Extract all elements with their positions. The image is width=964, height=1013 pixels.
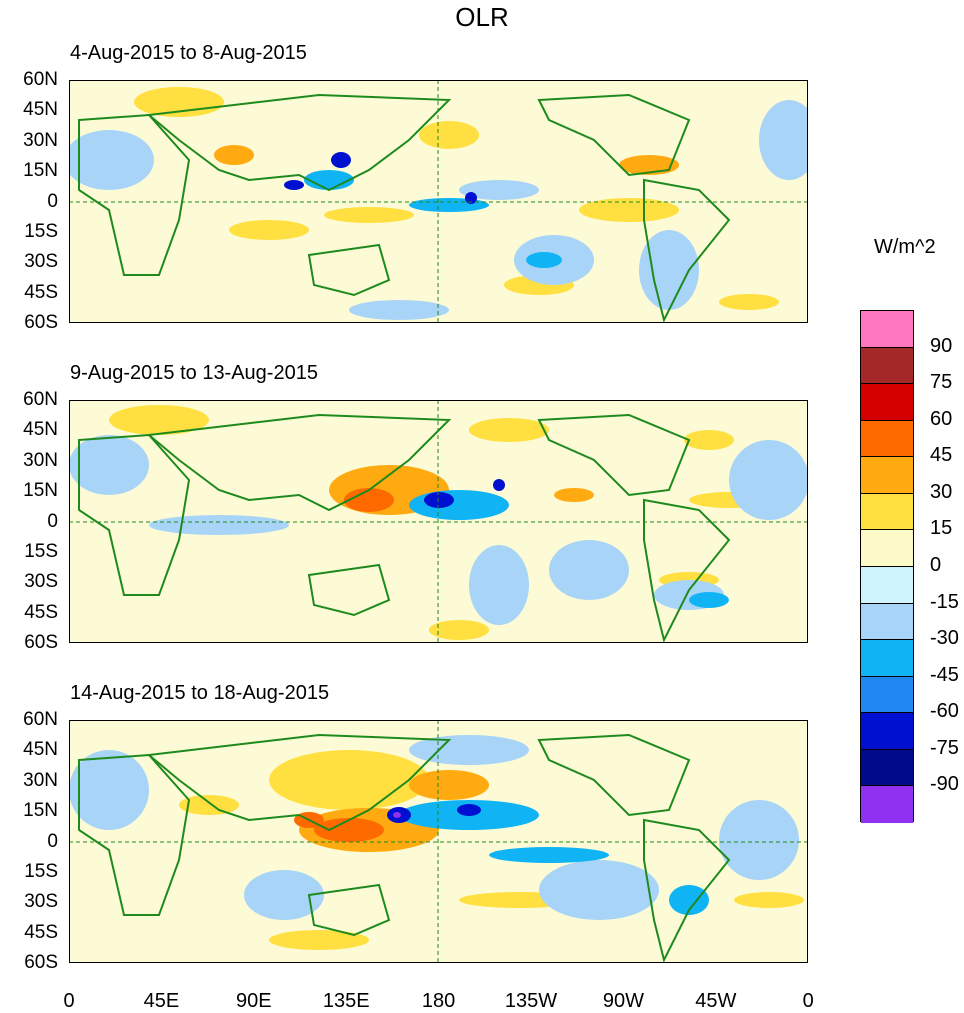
lat-label: 0 xyxy=(47,830,58,852)
panel-title-1: 4-Aug-2015 to 8-Aug-2015 xyxy=(70,42,307,64)
colorbar-swatch xyxy=(861,347,913,385)
map-panel-1 xyxy=(69,80,808,323)
lat-label: 30N xyxy=(23,769,58,791)
lat-label: 30N xyxy=(23,129,58,151)
figure-title: OLR xyxy=(455,2,509,32)
lon-label: 180 xyxy=(421,990,456,1012)
colorbar-swatch xyxy=(861,457,913,494)
lat-label: 15S xyxy=(24,221,58,242)
colorbar-swatch xyxy=(861,420,913,458)
olr-anomaly-map-2 xyxy=(69,400,808,643)
olr-anomaly-map-1 xyxy=(69,80,808,323)
lat-label: 15N xyxy=(23,800,58,822)
colorbar-swatch xyxy=(861,493,913,531)
lat-label: 60N xyxy=(23,709,58,730)
colorbar-swatch xyxy=(861,311,913,348)
colorbar-swatch xyxy=(861,676,913,714)
map-panel-2 xyxy=(69,400,808,643)
lon-label: 135W xyxy=(504,990,558,1012)
colorbar-swatch xyxy=(861,713,913,750)
lon-label: 45W xyxy=(695,990,737,1012)
lon-label: 0 xyxy=(802,990,814,1012)
map-frame-2 xyxy=(69,400,808,643)
colorbar-swatch xyxy=(861,640,913,677)
colorbar-swatch xyxy=(861,603,913,641)
lat-label: 60S xyxy=(24,632,58,654)
lat-label: 15S xyxy=(24,861,58,882)
colorbar xyxy=(860,310,914,823)
lon-label: 0 xyxy=(63,990,75,1012)
lat-label: 15N xyxy=(23,160,58,182)
lat-label: 30N xyxy=(23,449,58,471)
colorbar-title: W/m^2 xyxy=(874,236,936,258)
colorbar-label: 75 xyxy=(930,371,953,394)
lat-label: 45S xyxy=(24,281,58,303)
colorbar-label: -45 xyxy=(930,663,959,686)
lat-label: 60N xyxy=(23,69,58,90)
lat-label: 15N xyxy=(23,480,58,502)
lat-label: 45N xyxy=(23,419,58,441)
colorbar-label: -90 xyxy=(930,773,959,796)
lon-label: 135E xyxy=(322,990,370,1012)
lat-label: 45N xyxy=(23,739,58,761)
olr-anomaly-map-3 xyxy=(69,720,808,963)
lat-label: 30S xyxy=(24,891,58,913)
lat-label: 45S xyxy=(24,601,58,623)
colorbar-label: 45 xyxy=(930,444,953,467)
colorbar-label: -30 xyxy=(930,627,959,650)
map-frame-3 xyxy=(69,720,808,963)
lat-label: 60S xyxy=(24,952,58,974)
lat-label: 45N xyxy=(23,99,58,121)
lat-label: 0 xyxy=(47,190,58,212)
colorbar-label: -60 xyxy=(930,700,959,723)
colorbar-label: 0 xyxy=(930,553,942,576)
colorbar-label: 30 xyxy=(930,480,953,503)
panel-title-3: 14-Aug-2015 to 18-Aug-2015 xyxy=(70,682,330,704)
lat-label: 30S xyxy=(24,251,58,273)
colorbar-swatch xyxy=(861,530,913,567)
lat-label: 60S xyxy=(24,312,58,334)
colorbar-label: -75 xyxy=(930,736,959,759)
colorbar-swatch xyxy=(861,384,913,421)
lon-label: 45E xyxy=(143,990,180,1012)
lat-label: 15S xyxy=(24,541,58,562)
panel-title-2: 9-Aug-2015 to 13-Aug-2015 xyxy=(70,362,318,384)
colorbar-swatch xyxy=(861,749,913,787)
colorbar-label: 90 xyxy=(930,334,953,357)
map-panel-3 xyxy=(69,720,808,963)
colorbar-label: -15 xyxy=(930,590,959,613)
colorbar-label: 60 xyxy=(930,407,953,430)
colorbar-swatch xyxy=(861,786,913,823)
lat-label: 0 xyxy=(47,510,58,532)
lat-label: 30S xyxy=(24,571,58,593)
colorbar-label: 15 xyxy=(930,517,953,540)
lat-label: 60N xyxy=(23,389,58,410)
lon-label: 90E xyxy=(236,990,272,1012)
colorbar-swatch xyxy=(861,566,913,604)
lon-label: 90W xyxy=(602,990,644,1012)
lat-label: 45S xyxy=(24,921,58,943)
map-frame-1 xyxy=(69,80,808,323)
